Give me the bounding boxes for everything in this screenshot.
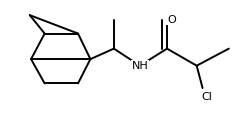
Text: Cl: Cl (202, 92, 212, 102)
Text: O: O (167, 15, 176, 25)
Text: NH: NH (132, 61, 148, 71)
